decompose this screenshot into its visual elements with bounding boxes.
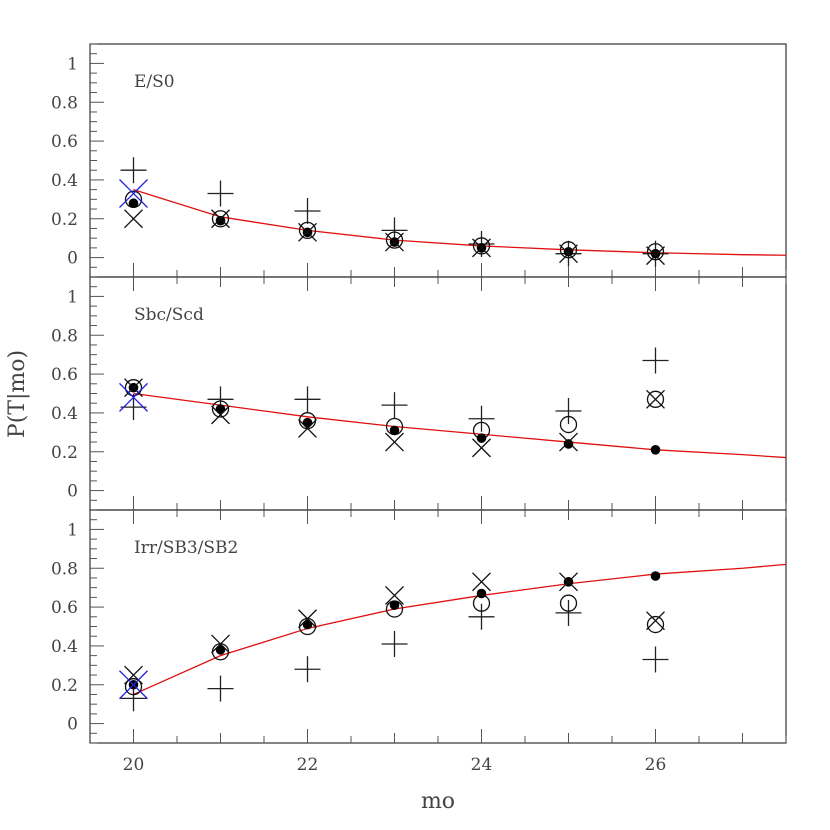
panel-3: 0 0.2 0.4 0.6 0.8 1 Irr/SB3/SB2 [51, 509, 787, 744]
x-tick-label: 20 [123, 755, 145, 775]
y-tick-label: 0.2 [51, 676, 78, 696]
fit-line [133, 392, 787, 459]
fit-line [133, 563, 787, 696]
panel-2: 0 0.2 0.4 0.6 0.8 1 Sbc/Scd [51, 276, 787, 511]
panel-frame [89, 43, 787, 278]
x-tick-label: 26 [645, 755, 667, 775]
y-tick-label: 1 [67, 520, 78, 540]
x-tick-label: 22 [297, 755, 319, 775]
panel-title: E/S0 [134, 72, 175, 92]
x-axis-label: mo [421, 789, 455, 814]
y-tick-label: 0.6 [51, 132, 78, 152]
y-tick-label: 0.6 [51, 365, 78, 385]
y-tick-label: 1 [67, 54, 78, 74]
x-axis: 20 22 24 26 [123, 755, 667, 775]
panel-title: Sbc/Scd [134, 305, 204, 325]
y-tick-label: 0.4 [51, 404, 78, 424]
y-tick-label: 0 [67, 715, 78, 735]
panel-1: 0 0.2 0.4 0.6 0.8 1 E/S0 [51, 43, 787, 278]
panels-group: 00.20.40.60.81E/S000.20.40.60.81Sbc/Scd0… [51, 43, 787, 744]
x-tick-label: 24 [471, 755, 493, 775]
panel-title: Irr/SB3/SB2 [134, 538, 238, 558]
y-tick-label: 0 [67, 482, 78, 502]
y-tick-label: 0.6 [51, 598, 78, 618]
y-axis-label: P(T|mo) [5, 350, 30, 438]
y-tick-label: 0.2 [51, 443, 78, 463]
y-tick-label: 0.8 [51, 326, 78, 346]
y-tick-label: 0.8 [51, 93, 78, 113]
y-tick-label: 0.8 [51, 559, 78, 579]
y-tick-label: 0.2 [51, 210, 78, 230]
y-tick-label: 1 [67, 287, 78, 307]
y-tick-label: 0.4 [51, 171, 78, 191]
y-tick-label: 0.4 [51, 637, 78, 657]
y-tick-label: 0 [67, 249, 78, 269]
fit-line [133, 189, 787, 256]
